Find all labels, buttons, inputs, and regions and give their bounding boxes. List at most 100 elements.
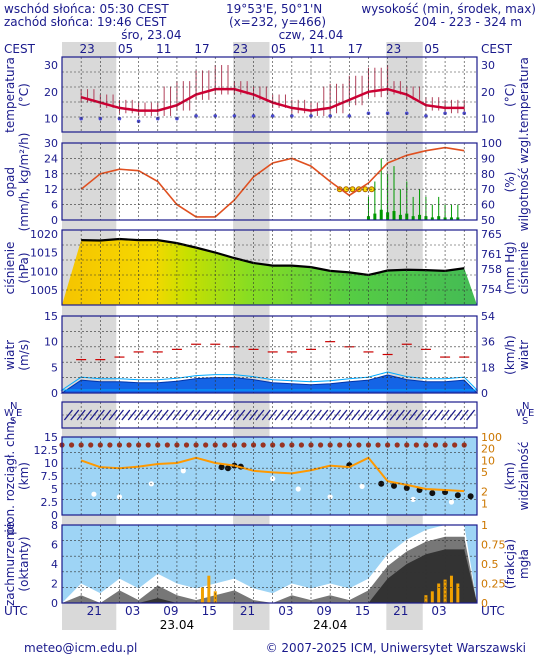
right-panel-unit: (frakcja) <box>503 539 517 589</box>
pressure-tick-hpa: 1020 <box>30 228 58 241</box>
bottom-hour-label: 03 <box>278 604 293 618</box>
cloud-okta-tick: 6 <box>51 539 58 552</box>
cloud-base-dot <box>403 484 410 491</box>
wind-direction-arrow <box>332 409 342 421</box>
visibility-dot <box>164 442 170 448</box>
wind-direction-arrow <box>312 409 322 421</box>
temp-tick-right: 20 <box>481 86 495 99</box>
footer-email: meteo@icm.edu.pl <box>24 641 137 655</box>
wind-direction-arrow <box>217 409 227 421</box>
cloud-extent-tick: 15 <box>44 431 58 444</box>
wind-tick-kmh: 36 <box>481 336 495 349</box>
pressure-area <box>62 239 477 305</box>
cloud-base-dot <box>378 480 385 487</box>
precip-tick: 6 <box>51 199 58 212</box>
bottom-hour-label: 03 <box>431 604 446 618</box>
grid-text: (x=232, y=466) <box>229 15 327 29</box>
wind-direction-arrow <box>427 409 437 421</box>
wind-tick-kmh: 0 <box>481 387 488 400</box>
wind-direction-arrow <box>408 409 418 421</box>
fog-bar <box>443 579 447 603</box>
bottom-hour-label: 03 <box>125 604 140 618</box>
cloud-okta-tick: 2 <box>51 578 58 591</box>
bottom-hour-label: 21 <box>240 604 255 618</box>
visibility-tick: 2 <box>481 486 488 499</box>
right-panel-label: temperatura <box>517 57 531 133</box>
bottom-hour-label: 09 <box>163 604 178 618</box>
visibility-dot <box>183 442 190 448</box>
temp-tick-left: 20 <box>44 86 58 99</box>
pressure-line <box>81 237 465 277</box>
left-panel-label: pion. rozciągł. chm. <box>3 417 17 535</box>
visibility-dot <box>68 442 75 448</box>
left-panel-label: wiatr <box>3 340 17 370</box>
left-panel-label: ciśnienie <box>3 242 17 295</box>
fog-bar <box>200 587 204 603</box>
top-hour-label: 05 <box>424 42 439 56</box>
cloud-base-dot <box>218 464 225 471</box>
precip-tick: 18 <box>44 168 58 181</box>
cloud-okta-tick: 8 <box>51 519 58 532</box>
elevation-label: wysokość (min, środek, max) <box>361 2 536 16</box>
bottom-hour-label: 21 <box>87 604 102 618</box>
cloud-base-dot <box>391 482 397 489</box>
wind-tick-kmh: 54 <box>481 310 495 323</box>
left-panel-label: opad <box>3 167 17 197</box>
humidity-tick: 60 <box>481 199 495 212</box>
top-hour-label: 11 <box>156 42 171 56</box>
visibility-tick: 5 <box>481 466 488 479</box>
footer-copyright: © 2007-2025 ICM, Uniwersytet Warszawski <box>266 641 526 655</box>
top-hour-label: 17 <box>194 42 209 56</box>
visibility-dot <box>145 442 151 448</box>
cloud-okta-tick: 0 <box>51 597 58 610</box>
top-hour-label: 17 <box>348 42 363 56</box>
humidity-tick: 90 <box>481 152 495 165</box>
coords-text: 19°53'E, 50°1'N <box>226 2 323 16</box>
visibility-dot <box>452 442 458 448</box>
compass-letter-left: N <box>10 401 17 412</box>
visibility-dot <box>298 442 305 448</box>
wind-direction-arrow <box>280 409 290 421</box>
elevation-values: 204 - 223 - 324 m <box>413 15 522 29</box>
cloud-extent-tick: 7.5 <box>41 470 59 483</box>
visibility-dot <box>241 442 247 448</box>
right-panel-unit: (km/h) <box>503 335 517 375</box>
cloud-mid-area <box>62 536 477 603</box>
wind-direction-arrow <box>140 409 150 421</box>
wind-direction-arrow <box>159 409 169 421</box>
compass-letter-right: E <box>528 408 534 419</box>
top-hour-label: 05 <box>271 42 286 56</box>
right-panel-label: ciśnienie <box>517 242 531 295</box>
visibility-dot <box>203 442 209 448</box>
visibility-dot <box>222 442 228 448</box>
bottom-hour-label: 21 <box>393 604 408 618</box>
cloud-extent-tick: 2.5 <box>41 496 59 509</box>
precip-tick: 0 <box>51 214 58 227</box>
visibility-dot <box>413 442 419 448</box>
temp-tick-left: 30 <box>44 59 58 72</box>
wind-tick-ms: 0 <box>51 387 58 400</box>
pressure-tick-hpa: 1010 <box>30 265 58 278</box>
pressure-tick-mmhg: 765 <box>481 228 502 241</box>
date1-label: 23.04 <box>160 618 194 632</box>
wind-direction-arrow <box>63 409 73 421</box>
visibility-tick: 1 <box>481 497 488 510</box>
wind-tick-ms: 5 <box>51 361 58 374</box>
visibility-dot <box>107 442 113 448</box>
left-panel-unit: (°C) <box>17 83 31 107</box>
visibility-dot <box>337 442 343 448</box>
visibility-dot <box>317 442 324 448</box>
right-panel-label: mgła <box>517 549 531 579</box>
panel-frame <box>61 436 478 516</box>
pressure-tick-hpa: 1005 <box>30 284 58 297</box>
right-panel-unit: (km) <box>503 462 517 490</box>
day2-label: czw, 24.04 <box>279 28 344 42</box>
cloud-extent-tick: 5 <box>51 483 58 496</box>
precip-tick: 30 <box>44 137 58 150</box>
cloud-base-dot <box>429 490 436 497</box>
wind-direction-arrow <box>185 409 195 421</box>
bottom-hour-label: 15 <box>202 604 217 618</box>
compass-letter-right: S <box>522 416 528 427</box>
panel-frame <box>61 315 478 394</box>
